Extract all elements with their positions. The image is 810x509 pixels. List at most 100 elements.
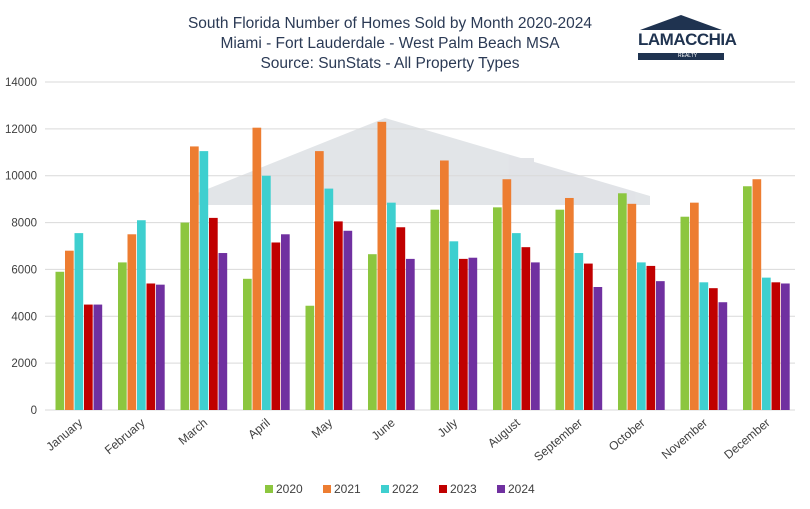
grid-lines [45, 81, 795, 411]
bar-2022-november [699, 282, 709, 410]
bar-2023-september [584, 263, 593, 410]
x-tick-label: November [659, 416, 710, 462]
bar-2022-october [637, 262, 646, 410]
bar-2021-february [127, 234, 137, 410]
y-tick-label: 12000 [5, 124, 37, 136]
bar-2024-july [468, 257, 478, 410]
legend-label: 2021 [334, 482, 361, 496]
x-tick-label: March [176, 416, 211, 448]
lamacchia-logo-icon [638, 15, 724, 60]
x-tick-label: December [721, 416, 772, 462]
bar-2024-october [656, 281, 665, 410]
bar-2024-march [218, 253, 228, 410]
bar-2020-november [680, 216, 690, 410]
bar-2021-june [377, 121, 387, 410]
bar-2020-june [368, 254, 377, 410]
bar-2024-september [593, 287, 603, 410]
bar-2023-august [521, 247, 531, 410]
bar-2022-april [262, 175, 271, 410]
bar-2022-march [199, 151, 209, 410]
bar-2023-february [146, 283, 156, 410]
bar-2020-october [618, 193, 627, 410]
bar-2023-october [646, 265, 656, 410]
bar-2021-january [65, 250, 74, 410]
bar-2022-june [387, 202, 396, 410]
bar-2022-january [74, 233, 84, 410]
bar-2023-april [271, 242, 281, 410]
x-tick-label: January [43, 416, 85, 454]
bar-2023-june [396, 227, 406, 410]
watermark-house-icon [190, 118, 650, 205]
y-tick-label: 2000 [11, 358, 37, 370]
x-tick-label: June [369, 415, 398, 443]
legend-label: 2020 [276, 482, 303, 496]
x-axis-labels: January February March April May June July Augu… [43, 415, 772, 464]
bar-2024-february [156, 284, 165, 410]
y-tick-label: 6000 [11, 264, 37, 276]
x-tick-label: April [245, 416, 272, 442]
bar-2023-december [771, 282, 781, 410]
bar-2020-september [555, 209, 565, 410]
bar-2021-december [752, 179, 762, 410]
bar-2024-november [718, 302, 728, 410]
x-tick-label: February [102, 416, 148, 458]
legend-label: 2022 [392, 482, 419, 496]
bar-2020-january [55, 271, 65, 410]
bar-2022-december [762, 277, 771, 410]
bar-2021-november [690, 202, 699, 410]
bar-2024-december [781, 283, 790, 410]
bar-2020-february [118, 262, 127, 410]
x-tick-label: May [309, 416, 335, 441]
legend-swatch [497, 485, 505, 493]
bar-2023-january [84, 304, 93, 410]
bar-2020-december [743, 186, 752, 410]
bar-2023-march [209, 217, 218, 410]
bars [55, 121, 790, 410]
bar-2022-august [512, 233, 521, 410]
bar-2020-may [305, 305, 315, 410]
bar-2023-july [459, 258, 468, 410]
bar-2021-august [502, 179, 512, 410]
bar-2021-july [440, 160, 449, 410]
bar-2020-august [493, 207, 502, 410]
bar-2020-july [430, 209, 440, 410]
legend-label: 2023 [450, 482, 477, 496]
bar-2021-october [627, 203, 637, 410]
bar-2020-april [243, 278, 252, 410]
bar-2020-march [180, 222, 190, 410]
y-tick-label: 0 [31, 405, 37, 417]
bar-2022-july [449, 241, 459, 410]
legend-swatch [439, 485, 447, 493]
logo-name: LAMACCHIA [638, 30, 737, 49]
bar-2021-march [190, 146, 199, 410]
bar-2024-april [281, 234, 290, 410]
bar-2021-september [565, 197, 574, 410]
bar-2024-august [531, 262, 540, 410]
bar-2024-january [93, 304, 103, 410]
y-tick-label: 8000 [11, 218, 37, 230]
legend-swatch [323, 485, 331, 493]
y-tick-label: 4000 [11, 311, 37, 323]
legend-swatch [265, 485, 273, 493]
legend: 2020 2021 2022 2023 2024 [265, 482, 535, 496]
bar-2021-april [252, 127, 262, 410]
bar-2023-may [334, 221, 343, 410]
bar-2022-september [574, 253, 584, 410]
x-tick-label: August [485, 415, 523, 450]
logo-sub: REALTY [678, 53, 698, 59]
x-tick-label: September [531, 416, 585, 464]
y-tick-label: 14000 [5, 77, 37, 89]
x-tick-label: July [435, 416, 460, 440]
legend-label: 2024 [508, 482, 535, 496]
bar-2021-may [315, 151, 324, 410]
y-tick-label: 10000 [5, 171, 37, 183]
y-axis-ticks: 0 2000 4000 6000 8000 10000 12000 14000 [5, 77, 37, 417]
chart-title: South Florida Number of Homes Sold by Mo… [187, 15, 593, 32]
bar-2022-february [137, 220, 146, 410]
chart-subtitle: Miami - Fort Lauderdale - West Palm Beac… [220, 35, 560, 52]
bar-2024-june [406, 258, 415, 410]
bar-2024-may [343, 230, 353, 410]
chart-source: Source: SunStats - All Property Types [260, 55, 520, 72]
legend-swatch [381, 485, 389, 493]
